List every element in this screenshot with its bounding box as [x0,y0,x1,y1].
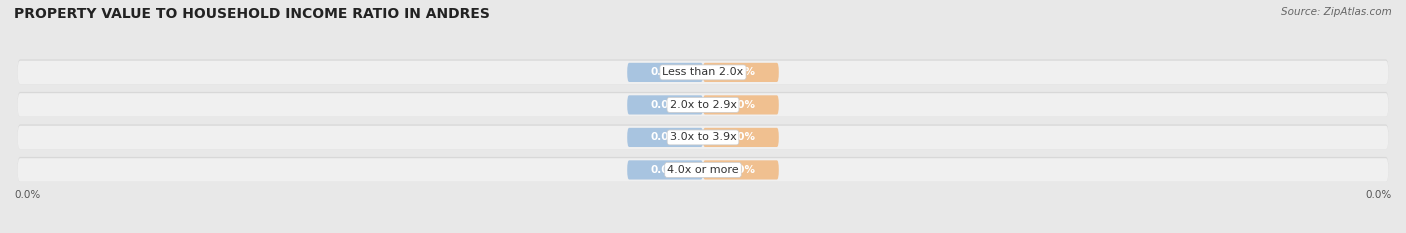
FancyBboxPatch shape [703,95,779,114]
FancyBboxPatch shape [17,92,1389,116]
FancyBboxPatch shape [17,59,1389,84]
FancyBboxPatch shape [703,63,779,82]
Text: 2.0x to 2.9x: 2.0x to 2.9x [669,100,737,110]
FancyBboxPatch shape [17,93,1389,116]
Text: Source: ZipAtlas.com: Source: ZipAtlas.com [1281,7,1392,17]
Text: PROPERTY VALUE TO HOUSEHOLD INCOME RATIO IN ANDRES: PROPERTY VALUE TO HOUSEHOLD INCOME RATIO… [14,7,489,21]
FancyBboxPatch shape [17,124,1389,149]
Text: 4.0x or more: 4.0x or more [668,165,738,175]
Text: 0.0%: 0.0% [14,190,41,200]
FancyBboxPatch shape [703,128,779,147]
FancyBboxPatch shape [17,126,1389,149]
Text: 0.0%: 0.0% [1365,190,1392,200]
Text: 0.0%: 0.0% [727,100,755,110]
Text: 0.0%: 0.0% [727,165,755,175]
FancyBboxPatch shape [627,160,703,179]
Text: 0.0%: 0.0% [651,67,679,77]
Text: 0.0%: 0.0% [651,165,679,175]
Text: 0.0%: 0.0% [651,100,679,110]
FancyBboxPatch shape [627,63,703,82]
FancyBboxPatch shape [703,160,779,179]
Text: 0.0%: 0.0% [727,132,755,142]
FancyBboxPatch shape [17,157,1389,182]
Text: Less than 2.0x: Less than 2.0x [662,67,744,77]
FancyBboxPatch shape [17,158,1389,182]
Text: 0.0%: 0.0% [727,67,755,77]
FancyBboxPatch shape [17,61,1389,84]
FancyBboxPatch shape [627,128,703,147]
Text: 3.0x to 3.9x: 3.0x to 3.9x [669,132,737,142]
FancyBboxPatch shape [627,95,703,114]
Text: 0.0%: 0.0% [651,132,679,142]
